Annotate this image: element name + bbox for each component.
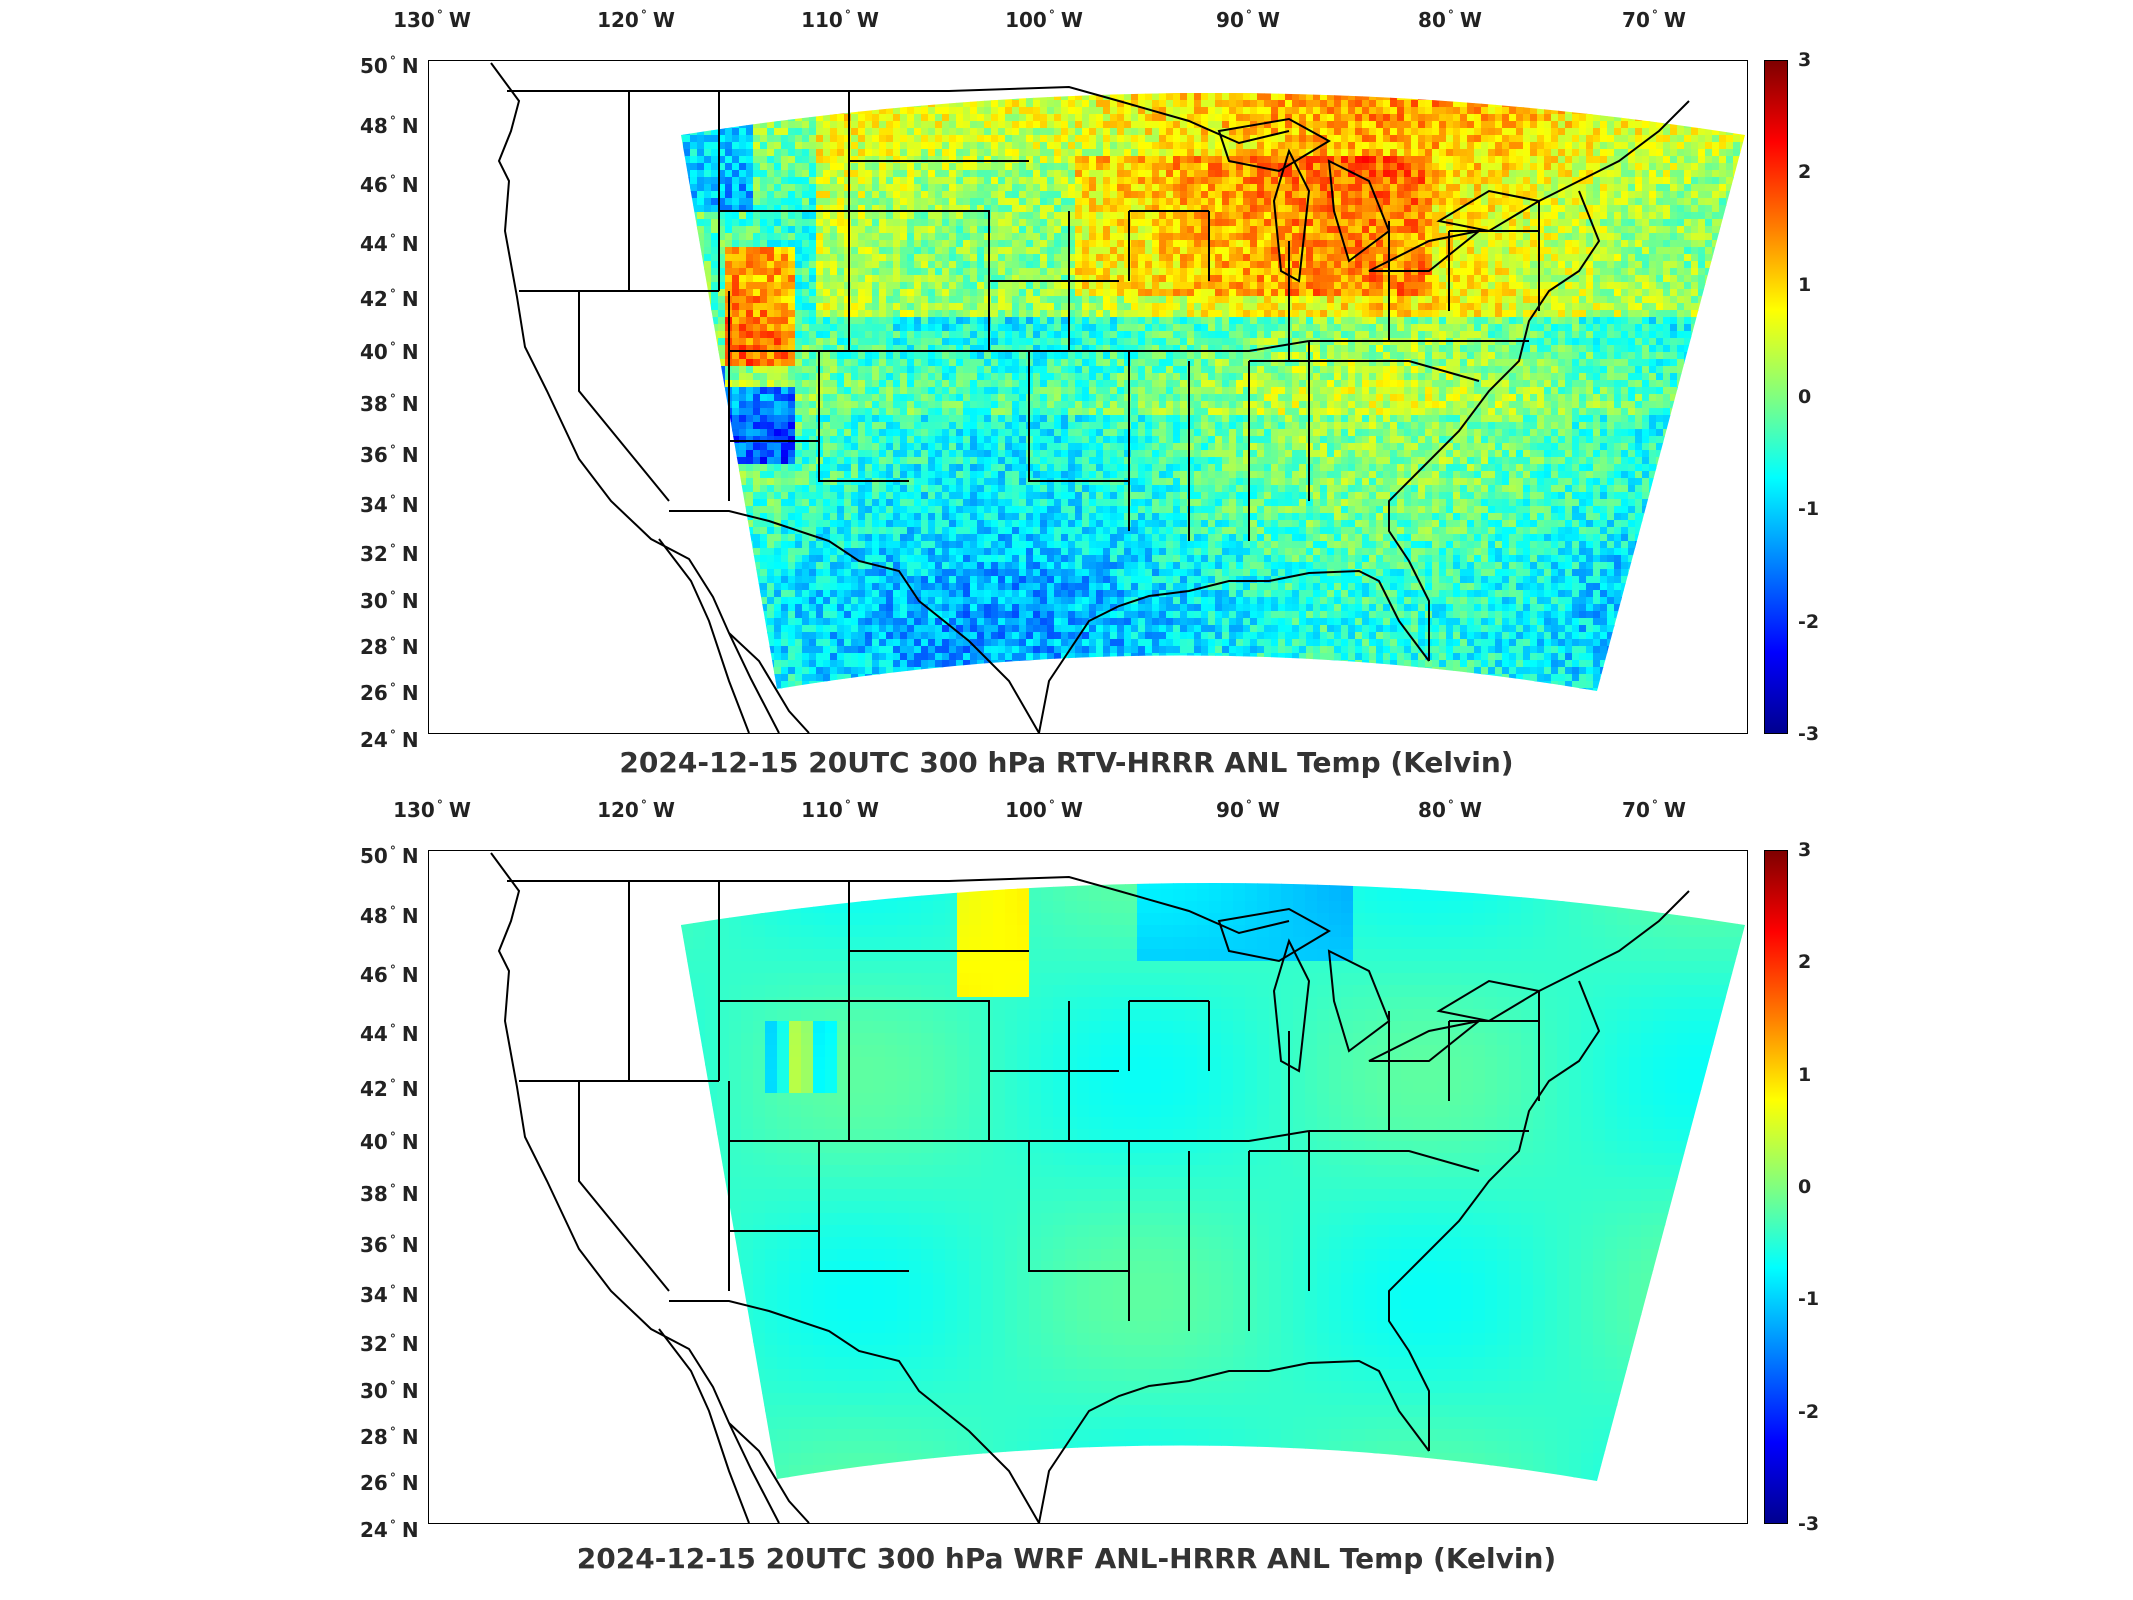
- colorbar: [1764, 850, 1788, 1524]
- longitude-tick: 120 ° W: [597, 8, 675, 32]
- latitude-tick: 48 ° N: [360, 904, 419, 928]
- colorbar: [1764, 60, 1788, 734]
- latitude-tick: 30 ° N: [360, 589, 419, 613]
- latitude-tick: 24 ° N: [360, 1518, 419, 1542]
- longitude-tick: 120 ° W: [597, 798, 675, 822]
- panel-title: 2024-12-15 20UTC 300 hPa WRF ANL-HRRR AN…: [0, 1542, 2133, 1575]
- latitude-tick: 26 ° N: [360, 681, 419, 705]
- longitude-tick: 110 ° W: [801, 8, 879, 32]
- longitude-tick: 100 ° W: [1005, 798, 1083, 822]
- colorbar-tick: -3: [1798, 1513, 1819, 1535]
- longitude-tick: 80 ° W: [1418, 798, 1482, 822]
- boundary-lines: [490, 62, 1690, 733]
- longitude-tick: 70 ° W: [1622, 798, 1686, 822]
- latitude-tick: 38 ° N: [360, 1182, 419, 1206]
- latitude-tick: 40 ° N: [360, 340, 419, 364]
- longitude-tick: 100 ° W: [1005, 8, 1083, 32]
- longitude-tick: 70 ° W: [1622, 8, 1686, 32]
- temperature-map: [490, 62, 1745, 733]
- latitude-tick: 32 ° N: [360, 542, 419, 566]
- map-panel-wrf: 130 ° W 120 ° W 110 ° W 100 ° W 90 ° W 80 ° W 70 ° W 50 ° N 48 °…: [0, 790, 2133, 1600]
- colorbar-tick: 1: [1798, 274, 1811, 296]
- latitude-tick: 32 ° N: [360, 1332, 419, 1356]
- longitude-tick: 80 ° W: [1418, 8, 1482, 32]
- latitude-tick: 44 ° N: [360, 1022, 419, 1046]
- latitude-tick: 46 ° N: [360, 963, 419, 987]
- latitude-tick: 28 ° N: [360, 635, 419, 659]
- longitude-tick: 130 ° W: [393, 8, 471, 32]
- longitude-tick: 130 ° W: [393, 798, 471, 822]
- map-panel-rtv: 130 ° W 120 ° W 110 ° W 100 ° W 90 ° W 80 ° W 70 ° W 50 ° N 48 °…: [0, 0, 2133, 790]
- longitude-tick: 90 ° W: [1216, 8, 1280, 32]
- temperature-field: [681, 883, 1745, 1481]
- latitude-tick: 38 ° N: [360, 392, 419, 416]
- latitude-tick: 42 ° N: [360, 1077, 419, 1101]
- colorbar-tick: 0: [1798, 386, 1811, 408]
- map-frame: [428, 60, 1748, 734]
- latitude-tick: 46 ° N: [360, 173, 419, 197]
- map-frame: [428, 850, 1748, 1524]
- latitude-tick: 44 ° N: [360, 232, 419, 256]
- latitude-tick: 30 ° N: [360, 1379, 419, 1403]
- latitude-tick: 24 ° N: [360, 728, 419, 752]
- latitude-tick: 42 ° N: [360, 287, 419, 311]
- latitude-tick: 36 ° N: [360, 1233, 419, 1257]
- latitude-tick: 40 ° N: [360, 1130, 419, 1154]
- longitude-tick: 90 ° W: [1216, 798, 1280, 822]
- colorbar-tick: -1: [1798, 498, 1819, 520]
- latitude-tick: 34 ° N: [360, 493, 419, 517]
- temperature-field: [681, 93, 1745, 691]
- latitude-tick: 48 ° N: [360, 114, 419, 138]
- longitude-tick: 110 ° W: [801, 798, 879, 822]
- boundary-lines: [490, 852, 1690, 1523]
- colorbar-tick: 3: [1798, 49, 1811, 71]
- colorbar-tick: -2: [1798, 611, 1819, 633]
- colorbar-tick: 1: [1798, 1064, 1811, 1086]
- panel-title: 2024-12-15 20UTC 300 hPa RTV-HRRR ANL Te…: [0, 746, 2133, 779]
- colorbar-tick: -1: [1798, 1288, 1819, 1310]
- colorbar-tick: 2: [1798, 161, 1811, 183]
- latitude-tick: 50 ° N: [360, 844, 419, 868]
- latitude-tick: 26 ° N: [360, 1471, 419, 1495]
- latitude-tick: 28 ° N: [360, 1425, 419, 1449]
- colorbar-tick: 3: [1798, 839, 1811, 861]
- temperature-map: [490, 852, 1745, 1523]
- colorbar-tick: 2: [1798, 951, 1811, 973]
- colorbar-tick: -3: [1798, 723, 1819, 745]
- colorbar-tick: -2: [1798, 1401, 1819, 1423]
- latitude-tick: 50 ° N: [360, 54, 419, 78]
- latitude-tick: 36 ° N: [360, 443, 419, 467]
- colorbar-tick: 0: [1798, 1176, 1811, 1198]
- latitude-tick: 34 ° N: [360, 1283, 419, 1307]
